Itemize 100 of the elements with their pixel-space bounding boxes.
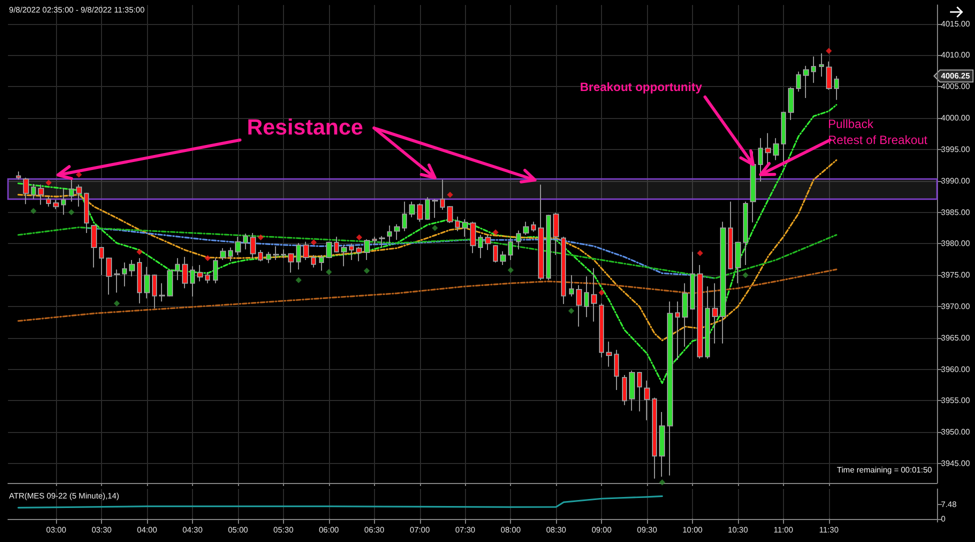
point	[598, 290, 605, 296]
x-tick-label: 06:00	[318, 526, 340, 534]
candlestick	[394, 224, 400, 240]
candlestick	[531, 221, 536, 232]
y-tick-label: 3965.00	[941, 333, 970, 342]
candlestick	[319, 254, 324, 272]
candlestick	[478, 234, 483, 259]
point	[742, 272, 748, 278]
x-tick-label: 04:00	[137, 526, 158, 534]
candlestick	[114, 268, 120, 294]
candlestick	[190, 266, 195, 297]
candlestick	[281, 248, 286, 259]
candlestick	[622, 374, 627, 406]
y-tick-label: 4010.00	[941, 50, 970, 60]
candlestick	[591, 268, 597, 322]
candlestick	[637, 371, 642, 412]
point	[204, 255, 211, 262]
x-tick-label: 11:00	[774, 526, 794, 534]
candlestick	[23, 177, 29, 205]
candlestick	[659, 412, 665, 478]
x-tick-label: 06:30	[364, 526, 385, 534]
x-tick-label: 09:30	[637, 526, 658, 534]
candlestick	[303, 241, 309, 261]
candlestick	[788, 86, 794, 120]
y-tick-label: 3995.00	[941, 144, 970, 154]
candlestick	[402, 201, 407, 232]
x-tick-label: 08:30	[546, 526, 567, 534]
point	[76, 172, 82, 178]
candlestick	[296, 242, 301, 270]
candlestick	[508, 238, 513, 261]
x-tick-label: 05:00	[228, 526, 249, 534]
candlestick	[235, 236, 241, 256]
annotation: Breakout opportunity	[580, 80, 702, 94]
candlestick	[372, 236, 377, 246]
candlestick	[432, 198, 438, 218]
y-tick-label: 4005.00	[941, 82, 970, 92]
candlestick	[250, 232, 256, 259]
y-tick-label: 4015.00	[941, 19, 970, 28]
candlestick	[159, 282, 165, 302]
candlestick	[106, 257, 112, 296]
candlestick	[61, 188, 66, 216]
candlestick	[137, 258, 142, 304]
candlestick	[811, 56, 816, 84]
candlestick	[356, 246, 362, 262]
point	[68, 209, 74, 216]
candlestick	[417, 202, 423, 222]
candlestick	[712, 282, 718, 344]
point	[310, 239, 317, 246]
candlestick	[205, 271, 210, 284]
candlestick	[826, 61, 832, 90]
candlestick	[561, 236, 566, 304]
candlestick	[76, 184, 82, 208]
y-tick-label: 3950.00	[941, 428, 970, 437]
candlestick	[311, 254, 316, 268]
candlestick	[122, 262, 127, 287]
candlestick	[462, 218, 468, 238]
candlestick	[569, 274, 574, 297]
point	[364, 268, 370, 274]
candlestick	[614, 349, 619, 391]
candlestick	[803, 65, 809, 98]
x-tick-label: 10:30	[728, 526, 748, 534]
point	[296, 277, 302, 284]
point	[114, 300, 120, 306]
candlestick	[409, 201, 415, 218]
candlestick	[152, 274, 157, 309]
y-tick-label: 3990.00	[941, 176, 970, 186]
candlestick	[288, 252, 294, 274]
candlestick	[334, 236, 339, 253]
point	[447, 192, 454, 198]
candlestick	[197, 264, 203, 282]
candlestick	[99, 246, 104, 276]
candlestick	[690, 251, 695, 310]
point	[46, 180, 52, 186]
candlestick	[538, 184, 544, 281]
candlestick	[364, 238, 370, 261]
candlestick	[758, 138, 763, 182]
candlestick	[266, 251, 271, 264]
x-tick-label: 07:00	[410, 526, 430, 534]
candlestick	[652, 397, 657, 480]
x-tick-label: 08:00	[500, 526, 522, 534]
candlestick	[500, 250, 506, 266]
candlestick	[182, 256, 188, 289]
x-tick-label: 03:30	[92, 526, 112, 534]
y-tick-label: 3960.00	[941, 364, 970, 374]
candlestick	[667, 300, 673, 476]
y-tick-label: 3970.00	[941, 302, 970, 311]
point	[356, 234, 362, 240]
candlestick	[750, 150, 756, 223]
y-tick-label: 0	[941, 514, 946, 524]
annotation: Time remaining = 00:01:50	[836, 466, 933, 474]
candlestick	[765, 132, 771, 166]
x-tick-label: 05:30	[273, 526, 294, 534]
x-tick-label: 07:30	[455, 526, 476, 534]
candlestick	[455, 216, 460, 232]
candlestick	[91, 224, 97, 268]
y-tick-label: 3955.00	[941, 396, 970, 406]
text: ATR(MES 09-22 (5 Minute),14)	[9, 492, 120, 500]
candlestick	[599, 302, 604, 358]
x-tick-label: 04:30	[182, 526, 204, 534]
candlestick	[228, 246, 233, 262]
